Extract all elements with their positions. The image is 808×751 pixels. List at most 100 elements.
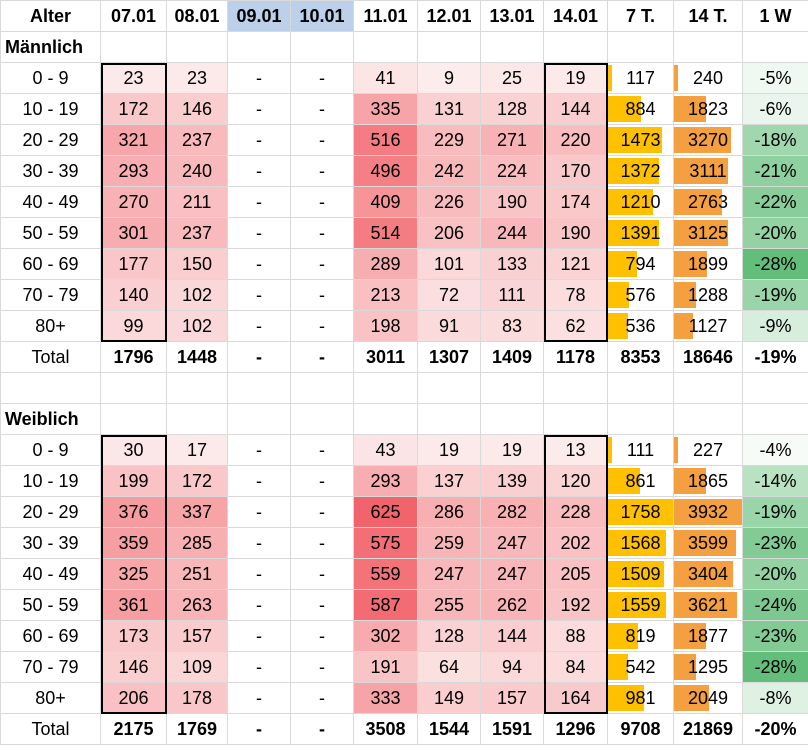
sum-7t-cell-bar (608, 96, 641, 122)
age-label: 80+ (0, 682, 101, 714)
value-cell: - (290, 682, 354, 714)
value-cell: - (290, 279, 354, 311)
sum-7t-cell: 884 (607, 93, 674, 125)
value-cell: 213 (353, 279, 418, 311)
value-cell: 255 (417, 589, 481, 621)
value-cell: 333 (353, 682, 418, 714)
value-cell: 23 (100, 62, 167, 94)
sum-14t-cell-text: 2049 (687, 687, 729, 708)
sum-7t-cell: 1372 (607, 155, 674, 187)
empty-cell (480, 403, 544, 435)
sum-14t-cell: 1899 (673, 248, 743, 280)
value-cell: 247 (480, 558, 544, 590)
value-cell: 157 (166, 620, 228, 652)
sum-7t-cell-bar (608, 65, 613, 91)
value-cell: 137 (417, 465, 481, 497)
change-1w-cell: -24% (742, 589, 808, 621)
change-1w-cell: -8% (742, 682, 808, 714)
total-cell: - (290, 341, 354, 373)
value-cell: - (290, 434, 354, 466)
value-cell: 111 (480, 279, 544, 311)
table-row: 70 - 79 140 102- -213 72 111 78 576 1288 -19% (0, 279, 808, 311)
value-cell: - (290, 93, 354, 125)
total-cell: 1307 (417, 341, 481, 373)
sum-7t-cell-text: 794 (625, 253, 656, 274)
age-label: 40 - 49 (0, 558, 101, 590)
change-1w-cell: -19% (742, 279, 808, 311)
empty-cell (166, 31, 228, 63)
value-cell: 301 (100, 217, 167, 249)
sum-7t-cell-bar (608, 623, 639, 649)
sum-7t-cell-bar (608, 220, 660, 246)
sum-7t-cell: 542 (607, 651, 674, 683)
value-cell: - (227, 682, 291, 714)
header-12-01: 12.01 (417, 0, 481, 32)
section-title: Weiblich (0, 403, 101, 435)
value-cell: - (290, 589, 354, 621)
total-14t-cell: 21869 (673, 713, 743, 745)
change-1w-cell: -20% (742, 217, 808, 249)
value-cell: - (227, 620, 291, 652)
sum-14t-cell: 3270 (673, 124, 743, 156)
table-row: 60 - 69 173 157- -302 128 144 88 819 1877 -23% (0, 620, 808, 652)
value-cell: 192 (543, 589, 608, 621)
value-cell: - (290, 620, 354, 652)
empty-cell (227, 31, 291, 63)
age-label: 30 - 39 (0, 527, 101, 559)
sum-7t-cell-bar (608, 251, 638, 277)
total-14t-cell: 18646 (673, 341, 743, 373)
sum-14t-cell-text: 240 (692, 67, 724, 88)
sum-14t-cell: 240 (673, 62, 743, 94)
sum-14t-cell-text: 3125 (687, 222, 729, 243)
empty-cell (417, 31, 481, 63)
value-cell: 64 (417, 651, 481, 683)
value-cell: 72 (417, 279, 481, 311)
value-cell: 25 (480, 62, 544, 94)
change-1w-cell: -14% (742, 465, 808, 497)
sum-7t-cell-text: 1568 (620, 532, 661, 553)
value-cell: 270 (100, 186, 167, 218)
total-cell: 1591 (480, 713, 544, 745)
value-cell: - (290, 651, 354, 683)
value-cell: 262 (480, 589, 544, 621)
empty-cell (353, 372, 418, 404)
table-row: 30 - 39 293 240- -496 242 224 170 1372 3111 -21% (0, 155, 808, 187)
value-cell: - (290, 217, 354, 249)
empty-cell (543, 403, 608, 435)
sum-7t-cell-bar (608, 654, 629, 680)
sum-14t-cell: 1877 (673, 620, 743, 652)
total-cell: - (290, 713, 354, 745)
change-1w-cell: -28% (742, 651, 808, 683)
value-cell: - (290, 248, 354, 280)
value-cell: 514 (353, 217, 418, 249)
sum-14t-cell-bar (674, 220, 729, 246)
sum-14t-cell-text: 1899 (687, 253, 729, 274)
age-label: 70 - 79 (0, 279, 101, 311)
sum-7t-cell: 794 (607, 248, 674, 280)
value-cell: 247 (417, 558, 481, 590)
value-cell: - (227, 124, 291, 156)
value-cell: 62 (543, 310, 608, 342)
table-row: 50 - 59 361 263- -587 255 262 192 1559 3621 -24% (0, 589, 808, 621)
sum-14t-cell-text: 227 (692, 439, 724, 460)
table-row: 40 - 49 270 211- -409 226 190 174 1210 2763 -22% (0, 186, 808, 218)
age-label: 50 - 59 (0, 589, 101, 621)
value-cell: 102 (166, 279, 228, 311)
value-cell: 206 (100, 682, 167, 714)
header-10-01: 10.01 (290, 0, 354, 32)
sum-14t-cell-text: 1877 (687, 625, 729, 646)
value-cell: - (227, 651, 291, 683)
sum-7t-cell-text: 542 (625, 656, 656, 677)
value-cell: 133 (480, 248, 544, 280)
value-cell: 211 (166, 186, 228, 218)
empty-cell (673, 372, 743, 404)
sum-7t-cell: 1758 (607, 496, 674, 528)
value-cell: 516 (353, 124, 418, 156)
header-14-T-: 14 T. (673, 0, 743, 32)
value-cell: 30 (100, 434, 167, 466)
total-cell: - (227, 341, 291, 373)
value-cell: 293 (353, 465, 418, 497)
sum-14t-cell-text: 1295 (687, 656, 729, 677)
total-row: Total 1796 1448- -3011 1307 1409 1178 8353 18646… (0, 341, 808, 373)
sum-7t-cell: 576 (607, 279, 674, 311)
